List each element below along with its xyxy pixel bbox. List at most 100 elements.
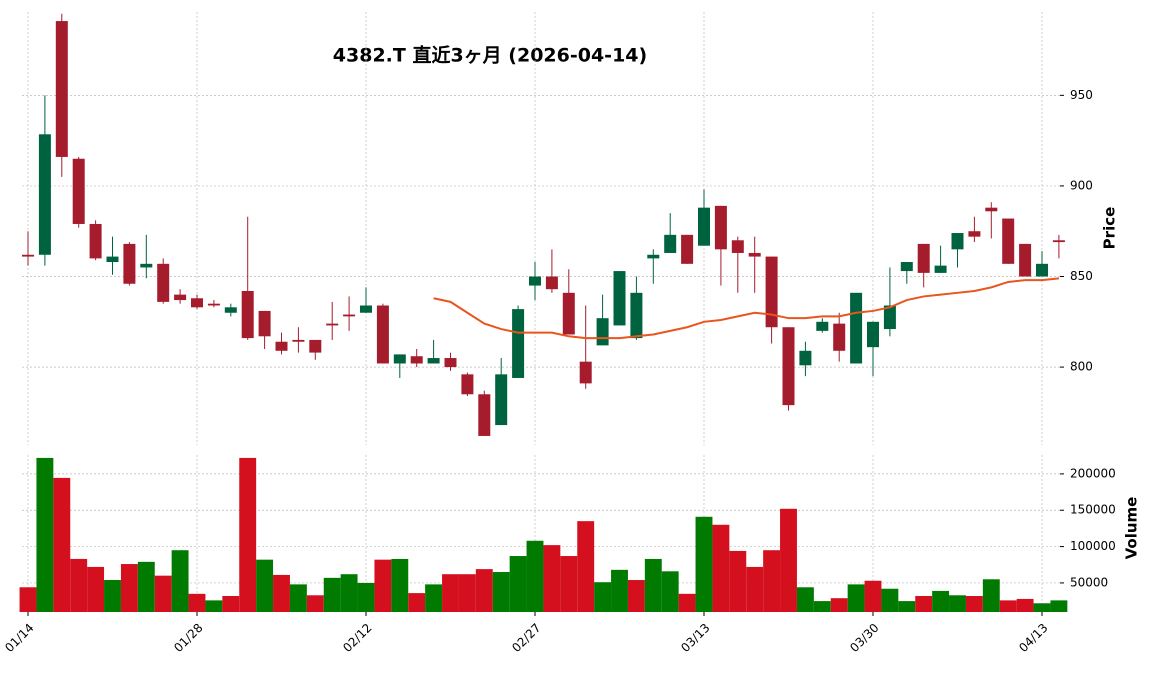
candle-body xyxy=(1036,263,1048,277)
volume-bar xyxy=(273,574,290,612)
candle-body xyxy=(174,294,187,301)
volume-bar xyxy=(509,556,527,612)
candle-body xyxy=(850,292,863,364)
candle-body xyxy=(985,207,998,212)
volume-bar xyxy=(340,574,358,612)
volume-bar xyxy=(137,561,155,612)
y2-tick-label: 200000 xyxy=(1070,466,1116,480)
candle-body xyxy=(714,205,727,250)
volume-bar xyxy=(611,569,628,612)
y2-tick-label: 100000 xyxy=(1070,539,1116,553)
volume-bar xyxy=(374,559,392,612)
candle-body xyxy=(123,243,136,284)
candle-body xyxy=(89,223,102,259)
volume-bar xyxy=(171,550,189,612)
candle-body xyxy=(816,321,829,331)
candle-body xyxy=(968,231,981,237)
candle-body xyxy=(241,291,254,339)
x-tick-label: 03/13 xyxy=(678,621,712,655)
y2-tick-label: 150000 xyxy=(1070,503,1116,517)
candle-body xyxy=(292,339,305,342)
volume-bar xyxy=(712,524,730,612)
volume-bar xyxy=(644,558,662,612)
volume-bar xyxy=(408,593,426,612)
candle-body xyxy=(309,339,322,353)
candle-body xyxy=(883,305,896,330)
volume-bar xyxy=(526,540,544,612)
volume-bar xyxy=(729,550,747,612)
candle-body xyxy=(427,358,440,364)
candle-body xyxy=(681,234,694,264)
x-tick-label: 01/14 xyxy=(2,621,36,655)
candle-body xyxy=(343,314,356,317)
volume-bar xyxy=(458,574,476,612)
volume-bar xyxy=(915,596,933,612)
candle-body xyxy=(1019,243,1032,277)
candle-body xyxy=(140,263,153,268)
candle-body xyxy=(495,374,508,426)
candle-body xyxy=(765,256,778,328)
candle-body xyxy=(545,276,558,290)
volume-bar xyxy=(19,587,37,612)
candle-body xyxy=(951,233,964,250)
candle-body xyxy=(106,256,119,263)
volume-bar xyxy=(780,508,797,612)
volume-bar xyxy=(104,580,121,612)
volume-bar xyxy=(188,593,206,612)
volume-bar xyxy=(695,516,713,612)
moving-average-line xyxy=(433,277,1060,340)
volume-bar xyxy=(492,572,510,612)
candle-body xyxy=(664,234,677,253)
volume-bar xyxy=(391,558,409,612)
candle-body xyxy=(157,263,170,302)
candle-body xyxy=(596,318,609,346)
volume-bar xyxy=(763,550,781,612)
volume-bar xyxy=(999,600,1017,612)
volume-bar xyxy=(53,477,71,612)
x-tick-label: 02/12 xyxy=(340,621,374,655)
candle-body xyxy=(799,350,812,366)
candle-body xyxy=(934,265,947,273)
y2-tick-label: 50000 xyxy=(1070,575,1108,589)
volume-bar xyxy=(256,559,274,612)
volume-bar xyxy=(949,595,966,612)
volume-bar xyxy=(154,575,172,612)
volume-bar xyxy=(1050,600,1068,612)
y-axis-label: Price xyxy=(1101,207,1119,250)
volume-bar xyxy=(898,601,916,612)
chart-title: 4382.T 直近3ヶ月 (2026-04-14) xyxy=(333,44,647,67)
volume-bar xyxy=(475,569,493,612)
candle-body xyxy=(562,292,575,335)
candle-body xyxy=(376,305,389,364)
candle-body xyxy=(1052,240,1065,243)
y-tick-label: 850 xyxy=(1070,269,1093,283)
volume-bar xyxy=(661,571,679,612)
volume-bar xyxy=(881,588,899,612)
candle-body xyxy=(410,356,423,364)
candle-body xyxy=(275,341,288,351)
candle-body xyxy=(900,262,913,272)
y-tick-label: 800 xyxy=(1070,360,1093,374)
volume-bar xyxy=(357,582,375,612)
candle-body xyxy=(444,358,457,368)
candle-body xyxy=(782,327,795,406)
volume-bar xyxy=(239,457,257,612)
candle-body xyxy=(224,307,237,313)
volume-bar xyxy=(120,564,138,612)
candle-body xyxy=(207,303,220,306)
volume-bar xyxy=(627,580,645,612)
volume-bar xyxy=(425,584,443,612)
volume-bar xyxy=(594,582,612,612)
volume-bar xyxy=(830,598,848,612)
candle-body xyxy=(22,254,34,257)
volume-bar xyxy=(1016,598,1034,612)
x-tick-label: 01/28 xyxy=(171,621,205,655)
candle-body xyxy=(529,276,541,286)
volume-bar xyxy=(864,580,882,612)
y-tick-label: 900 xyxy=(1070,178,1093,192)
candle-body xyxy=(867,321,879,348)
candle-body xyxy=(833,323,846,351)
volume-bar xyxy=(442,574,459,612)
volume-bar xyxy=(222,596,240,612)
